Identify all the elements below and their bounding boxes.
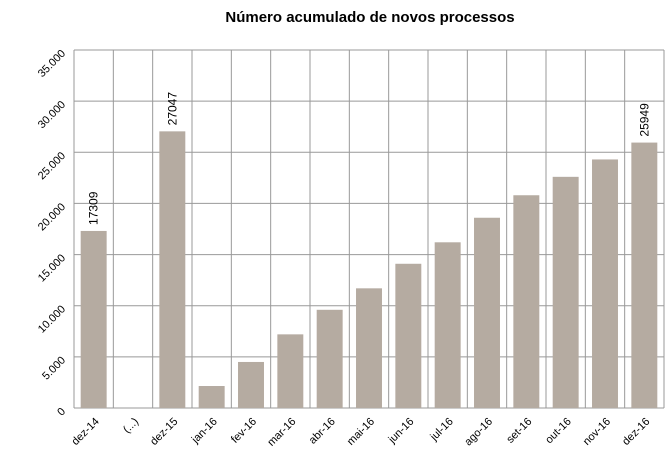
bar	[434, 242, 461, 408]
value-label: 17309	[87, 191, 101, 225]
x-tick-label: dez-14	[70, 416, 102, 448]
y-tick-label: 15.000	[36, 252, 68, 284]
x-tick-label: mai-16	[345, 416, 377, 448]
bar	[198, 386, 225, 408]
x-tick-label: set-16	[504, 416, 534, 446]
y-tick-label: 30.000	[36, 99, 68, 131]
bar	[356, 288, 382, 408]
y-tick-label: 20.000	[36, 201, 68, 233]
bar	[159, 131, 186, 408]
x-tick-label: ago-16	[462, 416, 495, 449]
x-tick-label: jul-16	[428, 416, 456, 444]
x-tick-label: out-16	[543, 416, 574, 447]
x-tick-label: dez-15	[148, 416, 180, 448]
y-tick-label: 10.000	[36, 303, 68, 335]
y-tick-label: 25.000	[36, 150, 68, 182]
bar	[474, 217, 500, 408]
bar	[277, 334, 304, 408]
x-tick-label: jun-16	[386, 416, 417, 447]
bar	[552, 176, 579, 408]
x-tick-label: fev-16	[229, 416, 259, 446]
bar	[631, 142, 658, 408]
y-tick-label: 5.000	[40, 354, 68, 382]
value-label: 27047	[165, 92, 179, 126]
bar	[80, 230, 107, 408]
bar	[395, 263, 422, 408]
x-tick-label: nov-16	[581, 416, 613, 448]
y-tick-label: 0	[55, 406, 68, 419]
x-tick-label: abr-16	[307, 416, 338, 447]
bar	[513, 195, 540, 408]
x-tick-label: jan-16	[189, 416, 220, 447]
x-tick-label: mar-16	[265, 416, 298, 449]
bar	[238, 361, 264, 408]
bar	[592, 159, 618, 408]
chart-title: Número acumulado de novos processos	[225, 9, 514, 26]
value-label: 25949	[637, 103, 651, 137]
x-tick-label: (...)	[121, 416, 141, 436]
y-tick-label: 35.000	[36, 48, 68, 80]
bar	[316, 309, 343, 408]
x-tick-label: dez-16	[620, 416, 652, 448]
